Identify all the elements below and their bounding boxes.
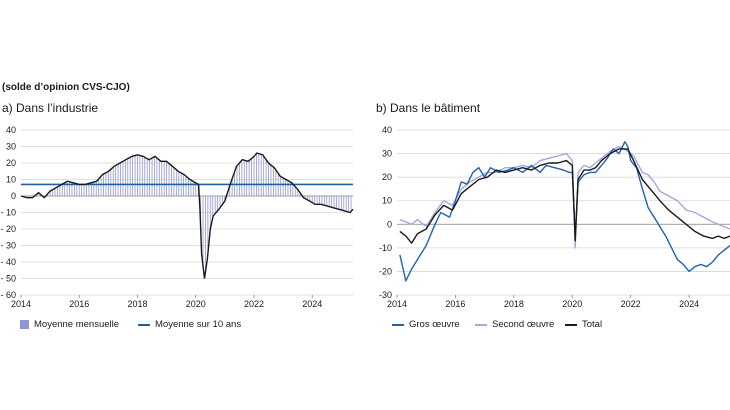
legend-label: Moyenne mensuelle <box>34 319 120 330</box>
legend-total: Total <box>565 319 602 330</box>
x-tick-label: 2014 <box>387 299 407 309</box>
legend-label: Second œuvre <box>492 319 555 330</box>
legend-bar-swatch <box>20 320 29 329</box>
x-tick-label: 2016 <box>445 299 465 309</box>
legend-line-swatch <box>475 323 487 326</box>
x-tick-label: 2020 <box>562 299 582 309</box>
x-tick-label: 2022 <box>621 299 641 309</box>
total-line <box>399 148 730 244</box>
legend-moyenne-10-ans: Moyenne sur 10 ans <box>138 319 241 330</box>
y-tick-label: -20 <box>379 266 392 276</box>
panel-b-title: b) Dans le bâtiment <box>376 101 481 115</box>
x-tick-label: 2022 <box>244 299 264 309</box>
y-tick-label: 30 <box>382 149 392 159</box>
legend-label: Gros œuvre <box>409 319 460 330</box>
y-tick-label: - 10 <box>0 208 16 218</box>
x-tick-label: 2024 <box>679 299 699 309</box>
legend-line-swatch <box>565 323 577 326</box>
y-tick-label: - 50 <box>0 274 16 284</box>
y-tick-label: 0 <box>11 191 16 201</box>
unit-note: (solde d’opinion CVS-CJO) <box>2 82 130 93</box>
y-tick-label: 30 <box>6 142 16 152</box>
gros-oeuvre-line <box>399 141 730 282</box>
y-tick-label: - 40 <box>0 257 16 267</box>
y-tick-label: 10 <box>6 175 16 185</box>
y-tick-label: 20 <box>6 158 16 168</box>
monthly-line <box>20 152 354 279</box>
y-tick-label: 0 <box>387 219 392 229</box>
legend-label: Total <box>582 319 603 330</box>
legend-line-swatch <box>138 323 150 326</box>
x-tick-label: 2024 <box>302 299 322 309</box>
y-tick-label: 10 <box>382 196 392 206</box>
y-tick-label: 40 <box>382 125 392 135</box>
x-tick-label: 2018 <box>504 299 524 309</box>
y-tick-label: - 30 <box>0 241 16 251</box>
x-tick-label: 2016 <box>69 299 89 309</box>
y-tick-label: - 60 <box>0 290 16 300</box>
y-tick-label: -30 <box>379 290 392 300</box>
x-tick-label: 2020 <box>186 299 206 309</box>
panel-a-title: a) Dans l’industrie <box>2 101 99 115</box>
legend-gros-oeuvre: Gros œuvre <box>392 319 460 330</box>
y-tick-label: 40 <box>6 125 16 135</box>
y-tick-label: 20 <box>382 172 392 182</box>
x-tick-label: 2014 <box>11 299 31 309</box>
legend-line-swatch <box>392 323 404 326</box>
legend-moyenne-mensuelle: Moyenne mensuelle <box>20 319 119 330</box>
legend-label: Moyenne sur 10 ans <box>155 319 242 330</box>
x-tick-label: 2018 <box>127 299 147 309</box>
legend-second-oeuvre: Second œuvre <box>475 319 554 330</box>
y-tick-label: - 20 <box>0 224 16 234</box>
y-tick-label: -10 <box>379 243 392 253</box>
